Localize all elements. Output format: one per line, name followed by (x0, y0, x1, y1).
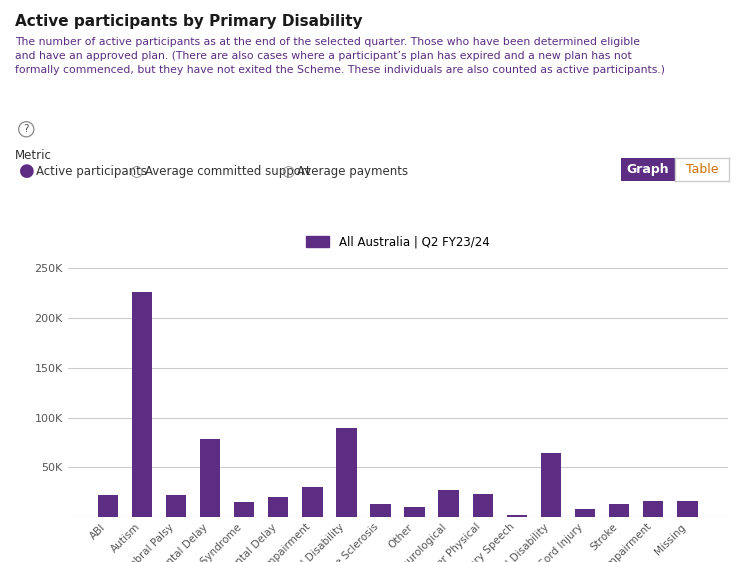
Bar (166, 495, 186, 517)
Text: ○: ○ (129, 164, 142, 179)
Bar (336, 428, 356, 517)
Text: ●: ● (19, 162, 34, 180)
Legend: All Australia | Q2 FY23/24: All Australia | Q2 FY23/24 (301, 231, 494, 253)
Bar (200, 439, 220, 517)
Bar (677, 501, 698, 517)
Bar (234, 502, 254, 517)
Text: ○: ○ (281, 164, 295, 179)
Bar (609, 504, 629, 517)
Bar (404, 507, 424, 517)
Bar (302, 487, 322, 517)
Text: Average payments: Average payments (297, 165, 408, 178)
Text: Active participants: Active participants (36, 165, 147, 178)
Text: Table: Table (686, 163, 718, 176)
Text: Graph: Graph (627, 163, 669, 176)
Bar (98, 495, 118, 517)
Bar (643, 501, 664, 517)
Bar (268, 497, 289, 517)
Bar (370, 504, 391, 517)
Bar (131, 292, 152, 517)
Bar (506, 515, 527, 517)
Text: Metric: Metric (15, 149, 52, 162)
Bar (439, 490, 459, 517)
Text: The number of active participants as at the end of the selected quarter. Those w: The number of active participants as at … (15, 37, 665, 75)
Bar (541, 454, 561, 517)
Bar (574, 509, 596, 517)
Bar (472, 494, 493, 517)
Text: Active participants by Primary Disability: Active participants by Primary Disabilit… (15, 14, 363, 29)
Text: Average committed support: Average committed support (145, 165, 310, 178)
Text: ?: ? (23, 124, 29, 134)
